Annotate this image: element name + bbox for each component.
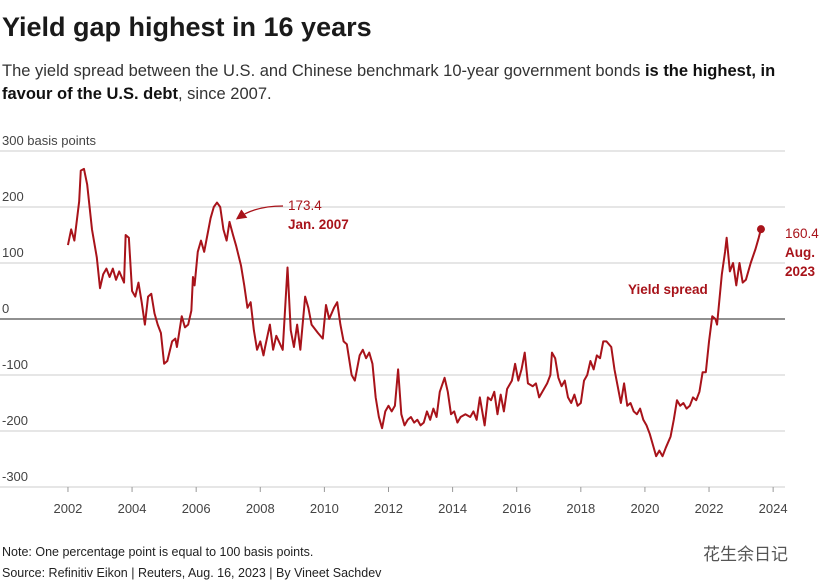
y-tick-label: 300 basis points — [2, 133, 96, 148]
line-series — [66, 167, 762, 458]
chart-title: Yield gap highest in 16 years — [2, 12, 372, 42]
chart-subtitle: The yield spread between the U.S. and Ch… — [2, 60, 802, 106]
x-tick-label: 2004 — [118, 501, 147, 516]
x-tick-label: 2014 — [438, 501, 467, 516]
y-tick-label: 200 — [2, 189, 24, 204]
annotation-value: 160.4 — [785, 226, 819, 241]
x-tick-label: 2016 — [502, 501, 531, 516]
subtitle-text: The yield spread between the U.S. and Ch… — [2, 62, 645, 80]
y-tick-label: -100 — [2, 357, 28, 372]
end-marker — [756, 225, 765, 234]
annotation-note: Aug. 2023 — [785, 245, 816, 279]
annotation-arrow — [235, 205, 284, 220]
y-tick-label: 0 — [2, 301, 9, 316]
watermark: 花生余日记 — [703, 545, 788, 564]
x-tick-label: 2008 — [246, 501, 275, 516]
annotation-note: Jan. 2007 — [288, 217, 349, 232]
y-tick-label: 100 — [2, 245, 24, 260]
source: Source: Refinitiv Eikon | Reuters, Aug. … — [2, 566, 382, 580]
y-tick-label: -200 — [2, 413, 28, 428]
y-tick-label: -300 — [2, 469, 28, 484]
x-tick-label: 2024 — [759, 501, 788, 516]
annotation-value: 173.4 — [288, 198, 322, 213]
x-tick-label: 2018 — [566, 501, 595, 516]
note: Note: One percentage point is equal to 1… — [2, 545, 314, 559]
subtitle-bold: is the highest, in favour of the U.S. de… — [2, 62, 776, 103]
annotation: 160.4 Aug. 2023 — [785, 224, 827, 281]
x-tick-label: 2002 — [53, 501, 82, 516]
subtitle-text: , since 2007. — [178, 85, 272, 103]
x-tick-label: 2006 — [182, 501, 211, 516]
x-tick-label: 2012 — [374, 501, 403, 516]
series-label: Yield spread — [628, 282, 708, 297]
x-tick-label: 2010 — [310, 501, 339, 516]
annotation: 173.4 Jan. 2007 — [288, 196, 349, 234]
x-tick-label: 2020 — [630, 501, 659, 516]
x-tick-label: 2022 — [695, 501, 724, 516]
